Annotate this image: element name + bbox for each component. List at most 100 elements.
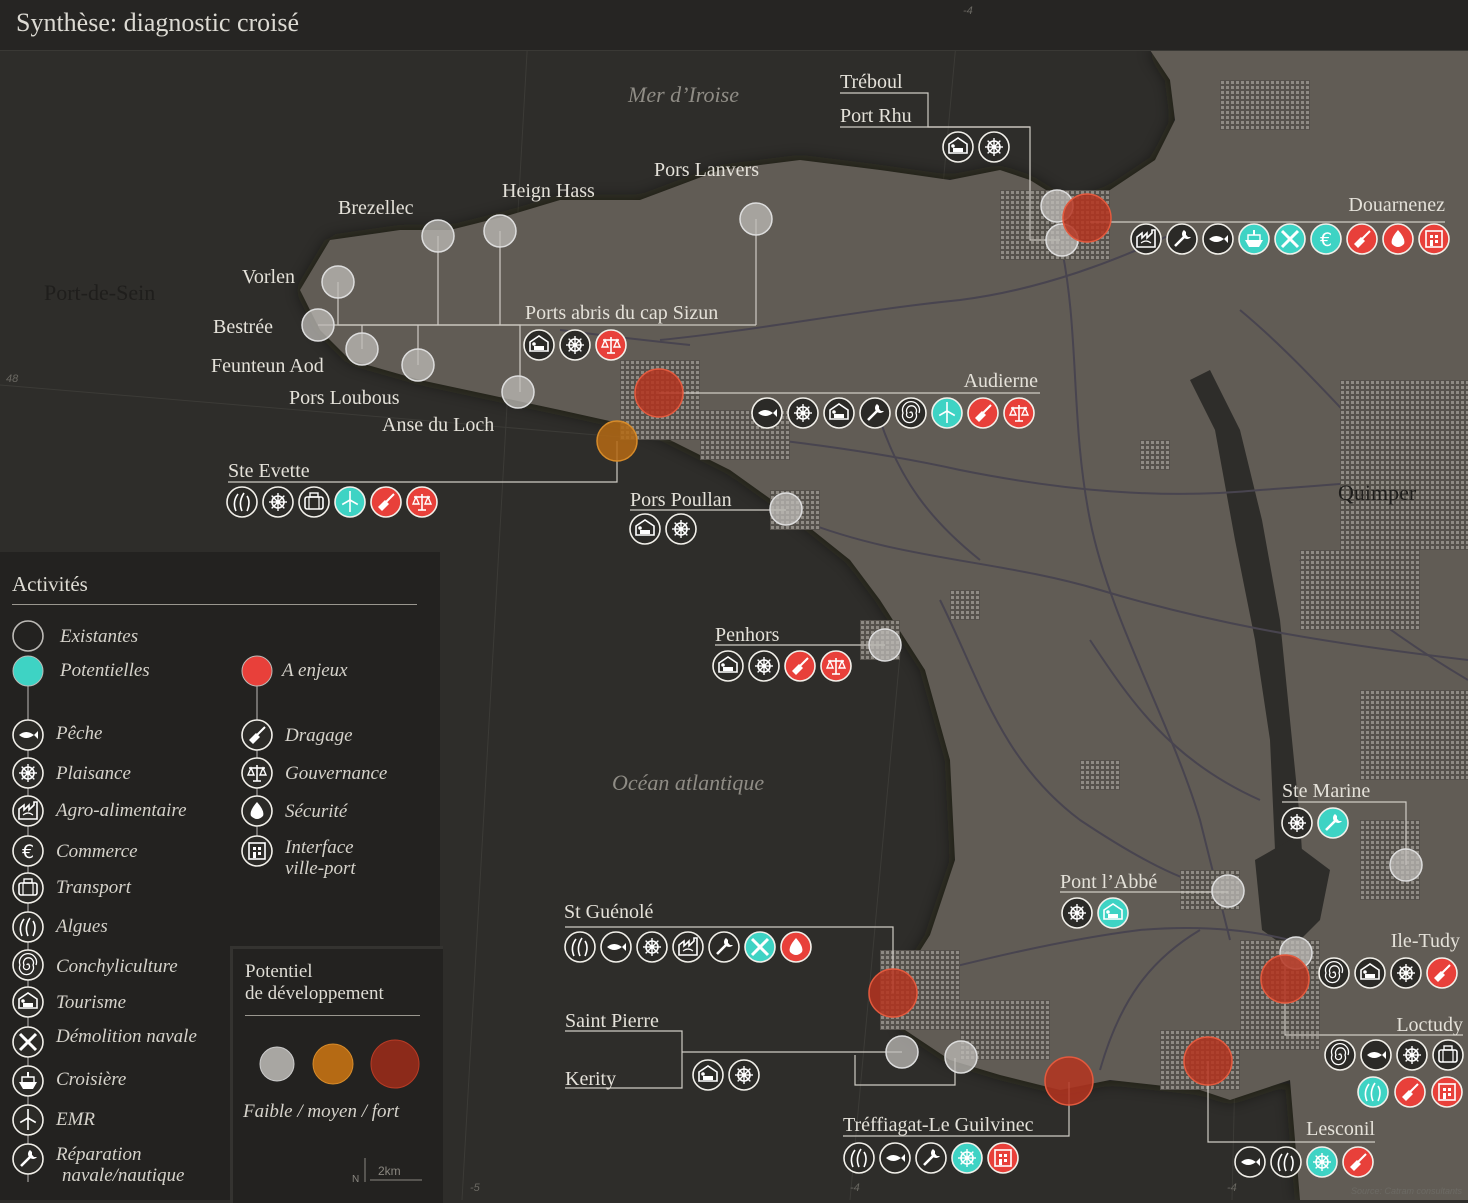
legend-agro: Agro-alimentaire: [56, 800, 187, 821]
interface-icon: [241, 835, 273, 867]
label-heign-hass: Heign Hass: [502, 180, 595, 202]
legend-existantes: Existantes: [60, 626, 139, 647]
port-marker-pors-poullan: [769, 492, 803, 526]
tourisme-icon: [823, 397, 855, 429]
dragage-icon: [241, 719, 273, 751]
port-marker-bestree: [301, 308, 335, 342]
label-douarnenez: Douarnenez: [1348, 194, 1445, 216]
tourisme-icon: [629, 513, 661, 545]
port-marker-feunteun-aod: [345, 332, 379, 366]
legend-plaisance: Plaisance: [56, 763, 131, 784]
demolition-icon: [12, 1026, 44, 1058]
label-audierne: Audierne: [964, 370, 1039, 392]
legend-gouvernance: Gouvernance: [285, 763, 388, 784]
emr-icon: [334, 486, 366, 518]
plaisance-icon: [978, 131, 1010, 163]
icon-row-saint-pierre: [692, 1059, 760, 1091]
label-anse-du-loch: Anse du Loch: [382, 414, 494, 436]
demolition-icon: [1274, 223, 1306, 255]
dragage-icon: [1342, 1146, 1374, 1178]
label-cap-sizun: Ports abris du cap Sizun: [525, 302, 718, 324]
potential-title-1: Potentiel: [245, 961, 313, 982]
legend-demolition: Démolition navale: [56, 1026, 197, 1047]
port-labels: Tréboul Port Rhu Douarnenez Pors Lanvers…: [211, 71, 1463, 1140]
interface-icon: [1418, 223, 1450, 255]
land: [300, 50, 1468, 1200]
legend-transport: Transport: [56, 877, 131, 898]
port-marker-penhors: [868, 628, 902, 662]
port-marker-ste-evette: [596, 420, 638, 462]
tourisme-icon: [523, 329, 555, 361]
city-label-sein: Port-de-Sein: [44, 280, 156, 305]
securite-icon: [780, 931, 812, 963]
interface-icon: [1431, 1076, 1463, 1108]
legend-dragage: Dragage: [285, 725, 353, 746]
port-marker-lesconil: [1183, 1036, 1233, 1086]
legend-croisiere: Croisière: [56, 1069, 127, 1090]
scale-label: 2km: [378, 1164, 401, 1178]
dragage-icon: [1426, 957, 1458, 989]
legend-algues: Algues: [56, 916, 108, 937]
label-brezellec: Brezellec: [338, 197, 414, 219]
port-marker-audierne: [634, 368, 684, 418]
emr-icon: [931, 397, 963, 429]
conchyliculture-icon: [1324, 1039, 1356, 1071]
legend-reparation-1: Réparation: [56, 1144, 142, 1165]
legend-reparation-2: navale/nautique: [62, 1165, 185, 1186]
interface-icon: [987, 1142, 1019, 1174]
label-treboul: Tréboul: [840, 71, 903, 93]
label-bestree: Bestrée: [213, 316, 273, 338]
agro-icon: [672, 931, 704, 963]
estuary: [1190, 370, 1305, 920]
plaisance-icon: [262, 486, 294, 518]
gouvernance-icon: [406, 486, 438, 518]
legend-symbols: €: [12, 620, 273, 1182]
label-pont-labbe: Pont l’Abbé: [1060, 871, 1157, 893]
icon-row-pors-poullan: [629, 513, 697, 545]
peche-icon: [879, 1142, 911, 1174]
icon-row-loctudy: [1324, 1039, 1464, 1108]
conchyliculture-icon: [895, 397, 927, 429]
port-marker-loctudy: [1260, 954, 1310, 1004]
plaisance-icon: [728, 1059, 760, 1091]
reparation-icon: [915, 1142, 947, 1174]
label-ste-marine: Ste Marine: [1282, 780, 1370, 802]
page-title: Synthèse: diagnostic croisé: [16, 8, 300, 37]
svg-text:€: €: [22, 841, 34, 863]
potential-medium-swatch: [312, 1043, 354, 1085]
port-markers: [301, 189, 1423, 1106]
tourisme-icon: [692, 1059, 724, 1091]
agro-icon: [1130, 223, 1162, 255]
activity-icons: €: [226, 131, 1464, 1178]
emr-icon: [12, 1104, 44, 1136]
peche-icon: [12, 719, 44, 751]
issue-swatch: [241, 655, 273, 687]
plaisance-icon: [665, 513, 697, 545]
securite-icon: [1382, 223, 1414, 255]
transport-icon: [12, 872, 44, 904]
commerce-icon: €: [1310, 223, 1342, 255]
plaisance-icon: [12, 757, 44, 789]
plaisance-icon: [636, 931, 668, 963]
gouvernance-icon: [820, 650, 852, 682]
legend-title: Activités: [12, 572, 88, 596]
gouvernance-icon: [241, 757, 273, 789]
icon-row-cap-sizun: [523, 329, 627, 361]
peche-icon: [600, 931, 632, 963]
icon-row-st-guenole: [564, 931, 812, 963]
algues-icon: [1270, 1146, 1302, 1178]
icon-row-lesconil: [1234, 1146, 1374, 1178]
plaisance-icon: [1306, 1146, 1338, 1178]
legend-rule: [12, 604, 417, 605]
grid-label-lon-m5: -5: [470, 1182, 480, 1194]
icon-row-port-rhu: [942, 131, 1010, 163]
label-port-rhu: Port Rhu: [840, 105, 912, 127]
port-marker-anse-du-loch: [501, 375, 535, 409]
legend-conchyliculture: Conchyliculture: [56, 956, 178, 977]
transport-icon: [1432, 1039, 1464, 1071]
demolition-icon: [744, 931, 776, 963]
port-marker-douarnenez: [1062, 193, 1112, 243]
agro-icon: [12, 795, 44, 827]
scale-bar: [364, 1158, 422, 1182]
plaisance-icon: [1061, 897, 1093, 929]
